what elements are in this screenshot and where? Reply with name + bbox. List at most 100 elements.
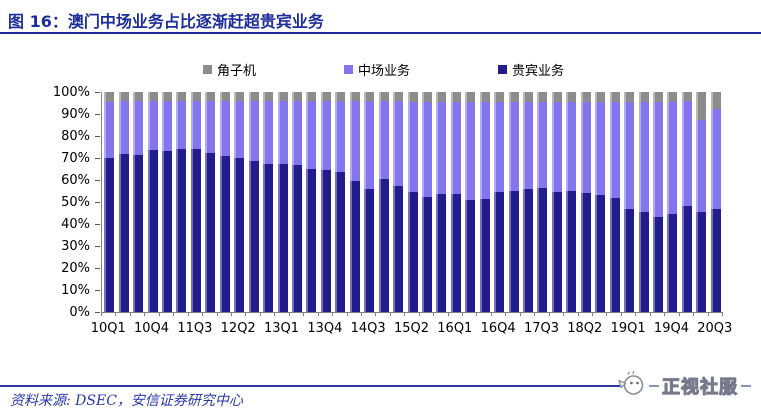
segment-slot-17Q2 bbox=[523, 92, 534, 102]
segment-slot-11Q4 bbox=[205, 92, 216, 101]
x-tick-label: 19Q1 bbox=[610, 321, 646, 336]
segment-slot-19Q4 bbox=[667, 92, 678, 102]
segment-mass-13Q2 bbox=[291, 100, 302, 165]
legend-item-vip: 贵宾业务 bbox=[498, 60, 564, 79]
y-tick-label: 30% bbox=[61, 239, 90, 254]
segment-slot-13Q4 bbox=[320, 92, 331, 101]
segment-slot-16Q1 bbox=[450, 92, 461, 102]
segment-slot-17Q4 bbox=[551, 92, 562, 102]
bar-11Q3 bbox=[190, 92, 201, 312]
y-tick-mark bbox=[95, 180, 100, 181]
y-tick-mark bbox=[95, 312, 100, 313]
legend-swatch-mass bbox=[343, 64, 353, 74]
bar-12Q3 bbox=[248, 92, 259, 312]
segment-vip-17Q1 bbox=[508, 191, 519, 312]
x-tick-mark bbox=[101, 313, 102, 316]
bar-17Q3 bbox=[537, 92, 548, 312]
segment-mass-10Q2 bbox=[118, 100, 129, 154]
segment-slot-15Q1 bbox=[393, 92, 404, 101]
y-tick-mark bbox=[95, 202, 100, 203]
x-tick-mark bbox=[216, 313, 218, 316]
x-tick-mark bbox=[230, 313, 232, 316]
x-tick-label: 19Q4 bbox=[653, 321, 689, 336]
watermark-text: 正视社服 bbox=[662, 377, 738, 399]
segment-vip-17Q4 bbox=[551, 192, 562, 312]
segment-vip-18Q2 bbox=[580, 193, 591, 312]
segment-mass-17Q4 bbox=[551, 101, 562, 193]
segment-slot-13Q1 bbox=[277, 92, 288, 101]
x-tick-mark bbox=[433, 313, 435, 316]
segment-slot-10Q4 bbox=[147, 92, 158, 101]
y-tick-mark bbox=[95, 92, 100, 93]
y-tick-mark bbox=[95, 114, 100, 115]
x-tick-mark bbox=[490, 313, 492, 316]
segment-slot-14Q1 bbox=[335, 92, 346, 101]
segment-slot-10Q2 bbox=[118, 92, 129, 101]
y-tick-label: 100% bbox=[52, 85, 90, 100]
y-tick-mark bbox=[95, 268, 100, 269]
segment-vip-20Q1 bbox=[681, 206, 692, 312]
legend-item-slot: 角子机 bbox=[202, 60, 256, 79]
segment-vip-12Q1 bbox=[219, 155, 230, 312]
x-tick-mark bbox=[620, 313, 622, 316]
x-tick-label: 10Q4 bbox=[134, 321, 170, 336]
segment-vip-10Q1 bbox=[104, 158, 115, 312]
segment-mass-15Q1 bbox=[393, 100, 404, 186]
bar-15Q2 bbox=[407, 92, 418, 312]
bar-19Q2 bbox=[638, 92, 649, 312]
segment-vip-13Q1 bbox=[277, 163, 288, 312]
segment-vip-15Q3 bbox=[421, 196, 432, 312]
plot-area bbox=[101, 92, 723, 313]
x-tick-label: 12Q2 bbox=[220, 321, 256, 336]
bar-19Q1 bbox=[624, 92, 635, 312]
segment-vip-15Q2 bbox=[407, 192, 418, 312]
segment-vip-15Q1 bbox=[393, 185, 404, 312]
bar-13Q4 bbox=[320, 92, 331, 312]
x-tick-mark bbox=[360, 313, 362, 316]
segment-vip-11Q1 bbox=[161, 151, 172, 312]
title-underline bbox=[0, 32, 761, 34]
segment-slot-16Q2 bbox=[465, 92, 476, 102]
y-tick-label: 40% bbox=[61, 217, 90, 232]
segment-vip-19Q3 bbox=[653, 217, 663, 312]
x-tick-label: 16Q4 bbox=[480, 321, 516, 336]
y-tick-label: 0% bbox=[69, 305, 90, 320]
segment-mass-19Q4 bbox=[667, 101, 678, 215]
footer-rule bbox=[0, 385, 620, 387]
bar-20Q2 bbox=[696, 92, 707, 312]
segment-slot-19Q1 bbox=[624, 92, 635, 102]
x-tick-label: 16Q1 bbox=[437, 321, 473, 336]
segment-vip-10Q3 bbox=[133, 154, 144, 312]
x-tick-mark bbox=[592, 313, 594, 316]
x-tick-label: 20Q3 bbox=[697, 321, 733, 336]
segment-slot-14Q3 bbox=[364, 92, 375, 101]
segment-slot-11Q1 bbox=[161, 92, 172, 101]
bar-11Q4 bbox=[205, 92, 216, 312]
segment-mass-14Q1 bbox=[335, 100, 346, 173]
segment-mass-16Q2 bbox=[465, 101, 476, 200]
bar-12Q2 bbox=[234, 92, 245, 312]
bar-18Q2 bbox=[580, 92, 591, 312]
bar-15Q3 bbox=[421, 92, 432, 312]
segment-mass-15Q3 bbox=[421, 101, 432, 197]
bar-11Q1 bbox=[161, 92, 172, 312]
segment-mass-17Q3 bbox=[537, 101, 548, 188]
segment-vip-10Q2 bbox=[118, 153, 129, 312]
segment-mass-19Q3 bbox=[653, 101, 663, 218]
segment-slot-10Q3 bbox=[133, 92, 144, 101]
bar-10Q1 bbox=[104, 92, 115, 312]
segment-slot-13Q3 bbox=[306, 92, 317, 101]
segment-vip-11Q4 bbox=[205, 152, 216, 312]
y-tick-label: 10% bbox=[61, 283, 90, 298]
segment-vip-12Q4 bbox=[263, 163, 274, 312]
segment-mass-11Q2 bbox=[176, 100, 187, 150]
segment-slot-18Q4 bbox=[609, 92, 620, 102]
segment-vip-18Q3 bbox=[595, 195, 606, 312]
x-tick-mark bbox=[202, 313, 204, 316]
bar-19Q3 bbox=[653, 92, 663, 312]
segment-mass-18Q4 bbox=[609, 101, 620, 198]
segment-slot-20Q2 bbox=[696, 92, 707, 120]
segment-slot-17Q1 bbox=[508, 92, 519, 102]
x-tick-mark bbox=[129, 313, 131, 316]
segment-slot-16Q3 bbox=[479, 92, 490, 102]
